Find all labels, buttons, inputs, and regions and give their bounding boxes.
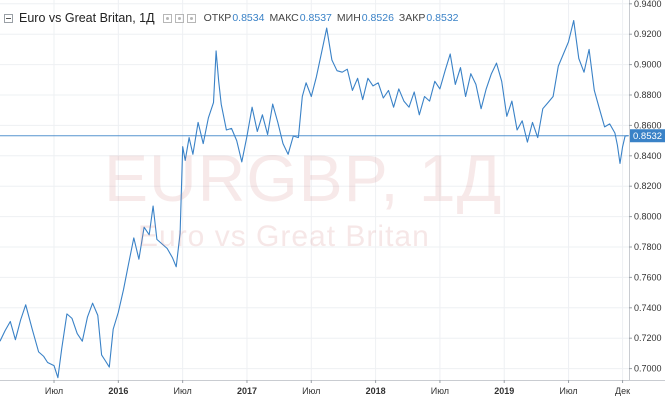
symbol-title[interactable]: Euro vs Great Britan, 1Д [19, 11, 155, 25]
settings-icon[interactable] [174, 13, 184, 23]
high-label: МАКС [269, 12, 299, 24]
x-tick-label: 2019 [494, 386, 514, 396]
y-tick-label: 0.7400 [634, 303, 662, 313]
x-tick-label: Дек [615, 386, 630, 396]
y-tick-label: 0.9000 [634, 60, 662, 70]
y-tick-label: 0.8400 [634, 151, 662, 161]
y-tick-label: 0.8200 [634, 181, 662, 191]
y-tick-label: 0.7600 [634, 272, 662, 282]
y-tick-label: 0.9200 [634, 29, 662, 39]
more-options-icon[interactable] [186, 13, 196, 23]
x-tick-label: 2017 [237, 386, 257, 396]
x-tick-label: Июл [559, 386, 577, 396]
visibility-toggle-icon[interactable] [162, 13, 172, 23]
high-value: 0.8537 [299, 12, 332, 24]
last-price-value: 0.8532 [633, 131, 662, 142]
x-tick-label: 2016 [108, 386, 128, 396]
y-tick-label: 0.7000 [634, 364, 662, 374]
series-line [0, 19, 628, 379]
x-tick-label: Июл [174, 386, 192, 396]
close-label: ЗАКР [398, 12, 426, 24]
price-axis[interactable]: 0.9400 0.9200 0.9000 0.8800 0.8600 0.8400 0.82… [629, 0, 662, 374]
y-tick-label: 0.7200 [634, 333, 662, 343]
x-tick-label: Июл [45, 386, 63, 396]
grid-lines [0, 0, 629, 380]
y-tick-label: 0.8600 [634, 120, 662, 130]
open-label: ОТКР [203, 12, 232, 24]
close-value: 0.8532 [426, 12, 459, 24]
low-label: МИН [336, 12, 361, 24]
open-value: 0.8534 [232, 12, 265, 24]
low-value: 0.8526 [361, 12, 394, 24]
y-tick-label: 0.8000 [634, 212, 662, 222]
chart-legend: Euro vs Great Britan, 1Д ОТКР 0.8534 МАК… [4, 10, 459, 26]
y-tick-label: 0.7800 [634, 242, 662, 252]
last-price-label: 0.8532 [630, 129, 665, 143]
time-axis[interactable]: Июл 2016 Июл 2017 Июл 2018 Июл 2019 Июл Дек [45, 380, 630, 396]
x-tick-label: Июл [431, 386, 449, 396]
x-tick-label: 2018 [366, 386, 386, 396]
x-tick-label: Июл [302, 386, 320, 396]
collapse-legend-button[interactable] [4, 13, 13, 23]
y-tick-label: 0.9400 [634, 0, 662, 9]
y-tick-label: 0.8800 [634, 90, 662, 100]
